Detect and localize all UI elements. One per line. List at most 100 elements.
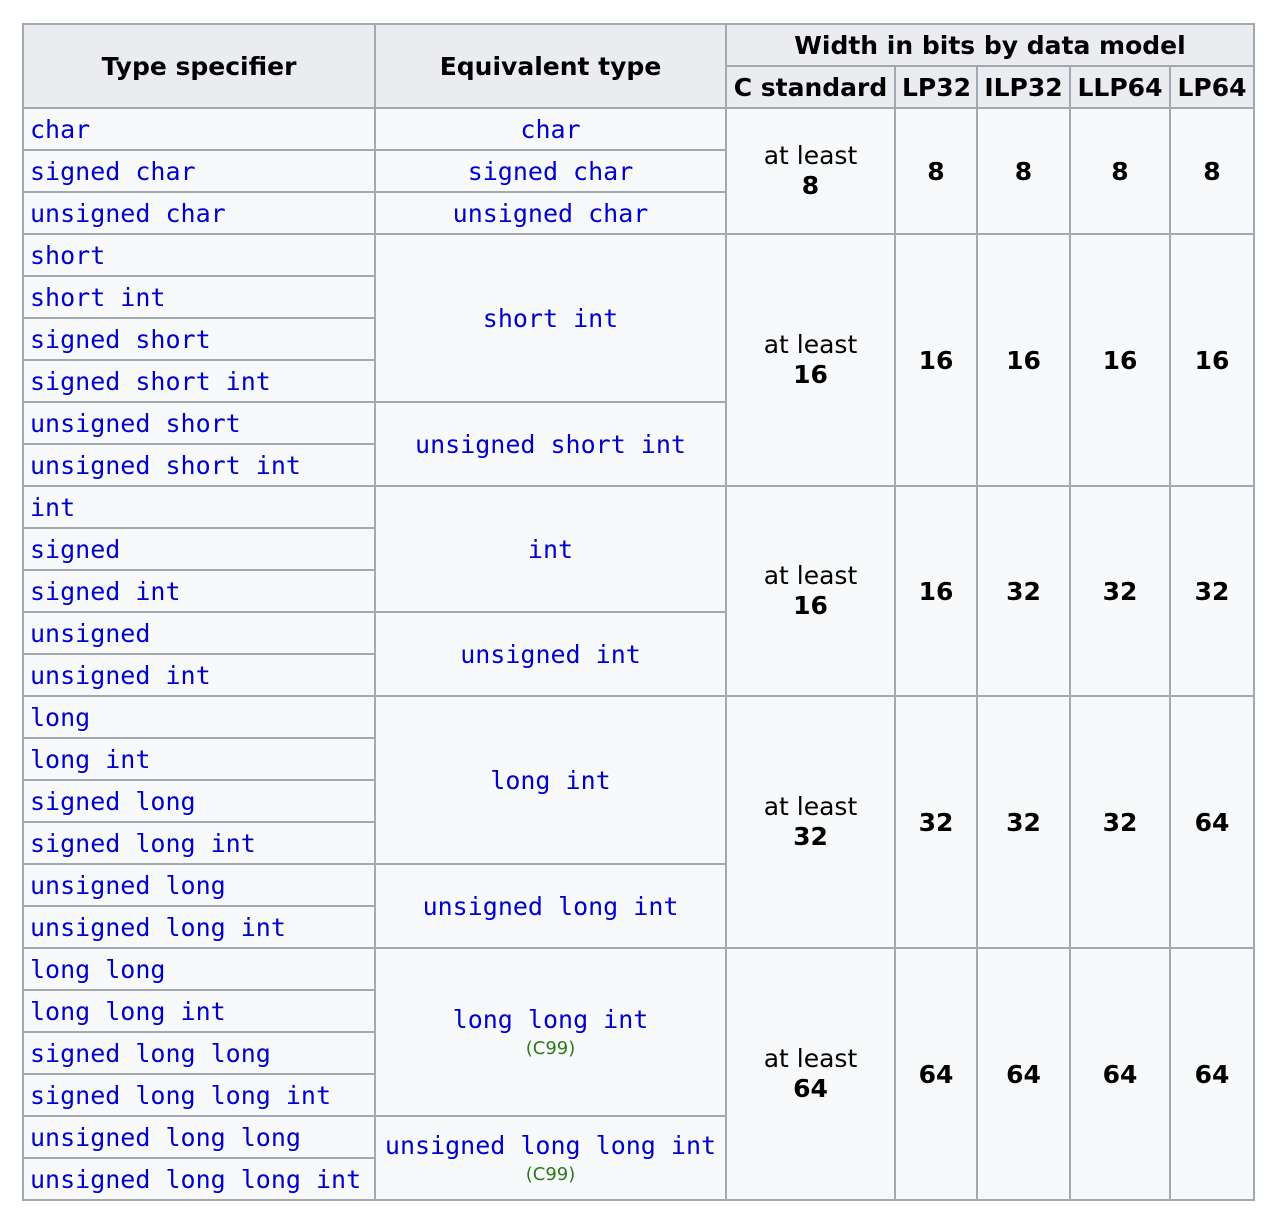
width-lp32-cell: 64 [894, 947, 978, 1201]
header-model-c-standard: C standard [725, 65, 896, 109]
type-specifier-cell: long long [22, 947, 376, 991]
equivalent-type-cell: int [374, 485, 727, 613]
width-lp64-cell: 64 [1168, 695, 1256, 949]
equivalent-type-cell: unsigned long int [374, 863, 727, 949]
c-standard-cell: at least 16 [725, 233, 896, 487]
width-lp32-cell: 16 [894, 233, 978, 487]
equivalent-type-cell: unsigned char [374, 191, 727, 235]
width-ilp32-cell: 32 [976, 695, 1071, 949]
width-lp64-cell: 16 [1168, 233, 1256, 487]
type-specifier-cell: unsigned short int [22, 443, 376, 487]
table-row: short short int at least 16 16 16 16 16 [22, 233, 1256, 487]
type-specifier-cell: long int [22, 737, 376, 781]
table-row: signed short int [22, 359, 1254, 403]
min-width-value: 16 [793, 360, 828, 389]
width-llp64-cell: 32 [1069, 695, 1171, 949]
type-specifier-cell: signed long long int [22, 1073, 376, 1117]
equivalent-type-label: unsigned short int [415, 429, 686, 459]
type-specifier-cell: long long int [22, 989, 376, 1033]
table-row: unsigned long int [22, 905, 1254, 949]
table-row: char char at least 8 8 8 8 8 [22, 107, 1256, 235]
width-lp32-cell: 16 [894, 485, 978, 697]
equivalent-type-label: unsigned int [460, 639, 641, 669]
type-specifier-cell: signed long long [22, 1031, 376, 1075]
standard-note: (C99) [525, 1038, 576, 1059]
table-row: signed long [22, 779, 1254, 823]
width-llp64-cell: 64 [1069, 947, 1171, 1201]
width-lp64-cell: 64 [1168, 947, 1256, 1201]
type-specifier-cell: signed [22, 527, 376, 571]
table-row: unsigned long unsigned long int [22, 863, 1254, 949]
table-row: unsigned long long int [22, 1157, 1254, 1201]
equivalent-type-cell: unsigned int [374, 611, 727, 697]
table-row: unsigned short unsigned short int [22, 401, 1254, 487]
type-specifier-cell: unsigned char [22, 191, 376, 235]
data-model-table: Type specifier Equivalent type Width in … [22, 23, 1256, 1201]
type-specifier-cell: unsigned [22, 611, 376, 655]
width-lp64-cell: 8 [1168, 107, 1256, 235]
type-specifier-cell: unsigned int [22, 653, 376, 697]
equivalent-type-cell: short int [374, 233, 727, 403]
equivalent-type-cell: char [374, 107, 727, 151]
type-specifier-cell: signed char [22, 149, 376, 193]
type-specifier-cell: signed short int [22, 359, 376, 403]
width-llp64-cell: 32 [1069, 485, 1171, 697]
at-least-label: at least [763, 330, 858, 359]
header-width-group: Width in bits by data model [724, 23, 1256, 67]
min-width-value: 64 [793, 1074, 828, 1103]
width-llp64-cell: 8 [1069, 107, 1171, 235]
c-standard-cell: at least 64 [725, 947, 896, 1201]
table-row: unsigned int [22, 653, 1254, 697]
type-specifier-cell: long [22, 695, 376, 739]
at-least-label: at least [763, 1044, 858, 1073]
type-specifier-cell: signed long int [22, 821, 376, 865]
table-row: signed [22, 527, 1254, 571]
table-row: int int at least 16 16 32 32 32 [22, 485, 1256, 697]
equivalent-type-label: char [520, 114, 581, 144]
type-specifier-cell: signed short [22, 317, 376, 361]
equivalent-type-cell: unsigned long long int (C99) [374, 1115, 727, 1201]
min-width-value: 16 [793, 591, 828, 620]
header-type-specifier: Type specifier [22, 23, 376, 109]
width-ilp32-cell: 8 [976, 107, 1071, 235]
min-width-value: 8 [801, 171, 820, 200]
type-specifier-cell: int [22, 485, 376, 529]
equivalent-type-cell: long int [374, 695, 727, 865]
table-body: char char at least 8 8 8 8 8 signed char signed c… [22, 107, 1256, 1201]
table-row: unsigned unsigned int [22, 611, 1254, 697]
equivalent-type-label: unsigned long long int [384, 1131, 717, 1160]
table-row: unsigned long long unsigned long long int… [22, 1115, 1254, 1201]
equivalent-type-label: signed char [467, 156, 634, 186]
table-row: long long int at least 32 32 32 32 64 [22, 695, 1256, 949]
standard-note: (C99) [525, 1164, 576, 1185]
type-specifier-cell: signed long [22, 779, 376, 823]
c-standard-cell: at least 16 [725, 485, 896, 697]
table-row: signed long int [22, 821, 1254, 865]
equivalent-type-cell: long long int (C99) [374, 947, 727, 1117]
type-specifier-cell: char [22, 107, 376, 151]
table-row: long long int [22, 989, 1254, 1033]
type-specifier-cell: signed int [22, 569, 376, 613]
type-specifier-cell: short [22, 233, 376, 277]
equivalent-type-label: int [527, 534, 574, 564]
width-lp32-cell: 8 [894, 107, 978, 235]
header-model-lp64: LP64 [1168, 65, 1256, 109]
width-ilp32-cell: 16 [976, 233, 1071, 487]
width-lp64-cell: 32 [1168, 485, 1256, 697]
header-model-lp32: LP32 [894, 65, 978, 109]
type-specifier-cell: unsigned short [22, 401, 376, 445]
equivalent-type-label: long int [490, 765, 611, 795]
equivalent-type-label: unsigned long int [422, 891, 679, 921]
at-least-label: at least [763, 561, 858, 590]
width-ilp32-cell: 32 [976, 485, 1071, 697]
width-ilp32-cell: 64 [976, 947, 1071, 1201]
type-specifier-cell: unsigned long long int [22, 1157, 376, 1201]
table-row: signed char signed char [22, 149, 1254, 193]
c-standard-cell: at least 8 [725, 107, 896, 235]
table-row: unsigned char unsigned char [22, 191, 1254, 235]
table-row: signed long long [22, 1031, 1254, 1075]
type-specifier-cell: unsigned long int [22, 905, 376, 949]
at-least-label: at least [763, 792, 858, 821]
header-model-ilp32: ILP32 [976, 65, 1071, 109]
table-row: unsigned short int [22, 443, 1254, 487]
